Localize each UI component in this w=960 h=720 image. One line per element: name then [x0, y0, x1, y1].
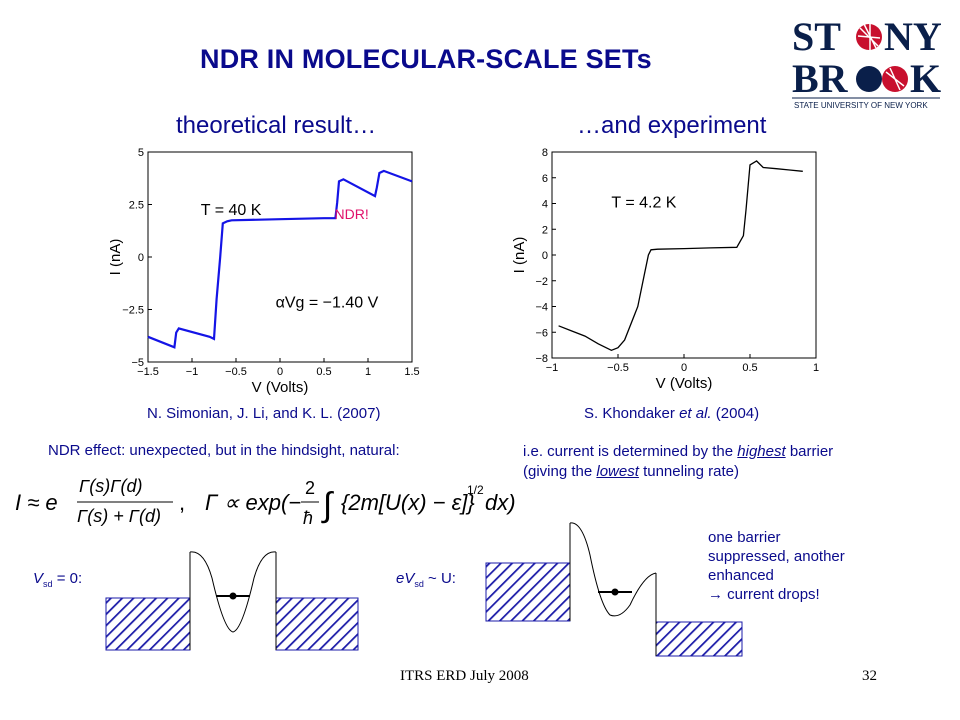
x-tick-label: −0.5 [225, 366, 247, 378]
left-citation: N. Simonian, J. Li, and K. L. (2007) [147, 405, 381, 422]
y-tick-label: −6 [535, 327, 548, 339]
left-electrode [105, 597, 191, 651]
logo-subtitle: STATE UNIVERSITY OF NEW YORK [794, 101, 928, 110]
y-tick-label: 6 [542, 173, 548, 185]
slide-title: NDR IN MOLECULAR-SCALE SETs [200, 44, 652, 74]
theory-chart: −1.5 −1 −0.5 0 0.5 1 1.5 5 2.5 0 −2.5 −5 V (Volts) I … [110, 147, 420, 396]
x-tick-label: 1 [365, 366, 371, 378]
annotation: αVg = −1.40 V [276, 294, 379, 311]
right-heading: …and experiment [577, 112, 767, 139]
svg-text:Γ ∝ exp(−: Γ ∝ exp(− [205, 490, 301, 515]
barrier-note: one barrier suppressed, another enhanced… [708, 529, 845, 603]
left-electrode-raised [485, 562, 571, 622]
y-tick-label: −2.5 [122, 305, 144, 317]
x-tick-label: −1.5 [137, 366, 159, 378]
x-tick-label: −0.5 [607, 362, 629, 374]
y-axis-label: I (nA) [511, 237, 528, 274]
right-electrode [275, 597, 359, 651]
plot-frame [551, 151, 817, 359]
vsd-zero-label: Vsd = 0: [33, 570, 83, 589]
annotation: NDR! [335, 206, 369, 222]
series-line [558, 160, 803, 352]
x-tick-label: 0 [681, 362, 687, 374]
annotation: T = 40 K [201, 202, 262, 219]
y-tick-label: 0 [138, 252, 144, 264]
electron-dot [229, 592, 237, 600]
svg-text:Γ(s) + Γ(d): Γ(s) + Γ(d) [77, 506, 161, 526]
stony-brook-logo: ST NY BR K STATE UNIVERSITY OF NEW YORK [790, 10, 950, 110]
ie-explanation: i.e. current is determined by the highes… [523, 443, 834, 480]
evsd-u-label: eVsd ~ U: [396, 570, 456, 589]
y-axis-label: I (nA) [110, 239, 124, 276]
svg-text:dx): dx) [485, 490, 515, 515]
energy-diagram-equilibrium [105, 551, 359, 651]
slide-number: 32 [862, 668, 877, 684]
x-axis-label: V (Volts) [656, 375, 713, 392]
energy-diagram-biased [485, 522, 743, 657]
x-tick-label: 1 [813, 362, 819, 374]
svg-text:,: , [179, 490, 185, 515]
svg-text:2: 2 [305, 478, 315, 498]
y-tick-label: 5 [138, 147, 144, 159]
right-citation: S. Khondaker et al. (2004) [584, 405, 760, 422]
svg-text:Γ(s)Γ(d): Γ(s)Γ(d) [79, 476, 143, 496]
svg-text:ħ: ħ [303, 508, 313, 528]
footer-title: ITRS ERD July 2008 [400, 668, 529, 684]
logo-line2: BR [792, 56, 849, 101]
svg-text:{2m[U(x) − ε]}: {2m[U(x) − ε]} [341, 490, 475, 515]
svg-text:NY: NY [884, 14, 942, 59]
y-tick-label: 4 [542, 199, 548, 211]
ndr-effect-text: NDR effect: unexpected, but in the hinds… [48, 442, 400, 459]
x-tick-label: −1 [186, 366, 199, 378]
y-tick-label: 2 [542, 224, 548, 236]
y-tick-label: −4 [535, 302, 548, 314]
y-tick-label: 2.5 [129, 200, 144, 212]
x-axis-label: V (Volts) [252, 379, 309, 396]
x-tick-label: 1.5 [404, 366, 419, 378]
formula: I ≈ e Γ(s)Γ(d) Γ(s) + Γ(d) , Γ ∝ exp(− 2… [15, 476, 515, 528]
right-electrode-lowered [655, 621, 743, 657]
left-heading: theoretical result… [176, 112, 377, 139]
experiment-chart: −1 −0.5 0 0.5 1 8 6 4 2 0 −2 −4 −6 −8 V (Volts) I (nA) T… [511, 147, 819, 392]
x-tick-label: −1 [546, 362, 559, 374]
x-tick-label: 0 [277, 366, 283, 378]
svg-text:∫: ∫ [321, 486, 334, 524]
series-line [147, 169, 413, 349]
svg-text:K: K [910, 56, 941, 101]
y-tick-label: −5 [131, 357, 144, 369]
x-tick-label: 0.5 [316, 366, 331, 378]
svg-text:1/2: 1/2 [467, 483, 484, 497]
y-tick-label: 8 [542, 147, 548, 159]
y-tick-label: 0 [542, 250, 548, 262]
svg-text:I ≈ e: I ≈ e [15, 490, 58, 515]
y-tick-label: −8 [535, 353, 548, 365]
x-tick-label: 0.5 [742, 362, 757, 374]
annotation: T = 4.2 K [611, 194, 676, 211]
y-tick-label: −2 [535, 276, 548, 288]
logo-line1: ST [792, 14, 841, 59]
